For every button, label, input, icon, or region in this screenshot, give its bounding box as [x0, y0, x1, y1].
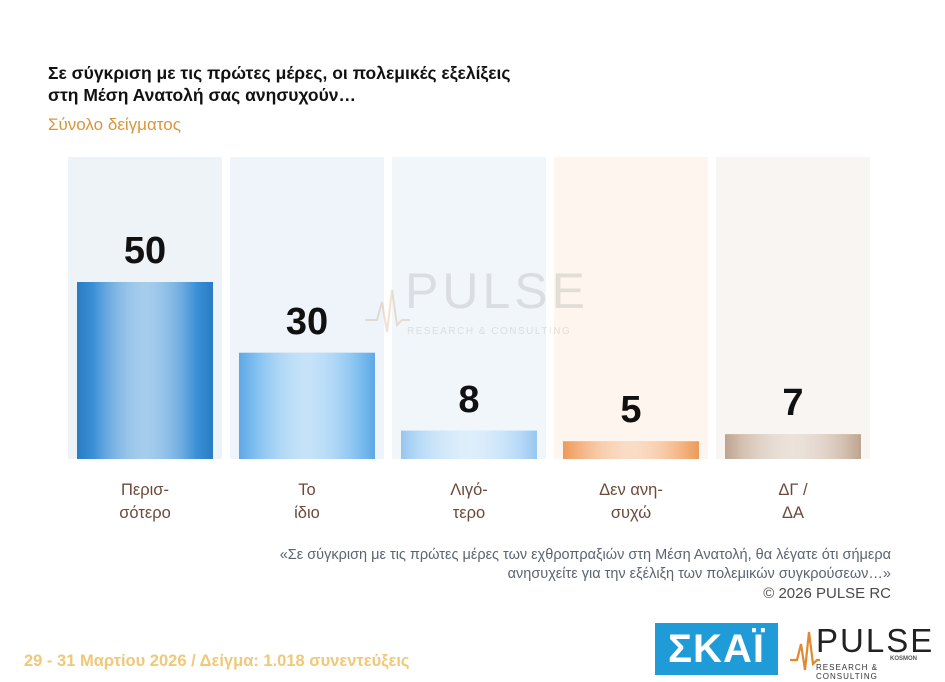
- bar-track-4: [554, 157, 708, 459]
- pulse-logo-tag: KOSMON: [890, 656, 917, 662]
- bar-value-label: 5: [620, 389, 642, 432]
- copyright: © 2026 PULSE RC: [763, 585, 891, 602]
- bar-4: [563, 441, 699, 459]
- pulse-logo-text: PULSE: [816, 622, 935, 659]
- category-label-line1: Το: [298, 481, 316, 499]
- chart-title-line2: στη Μέση Ανατολή σας ανησυχούν…: [48, 85, 357, 105]
- category-label: Το ίδιο: [237, 479, 377, 525]
- bar-value-label: 30: [285, 300, 329, 343]
- pulse-logo-subtext: RESEARCH & CONSULTING: [816, 663, 879, 681]
- category-label: ΔΓ / ΔΑ: [723, 479, 863, 525]
- bar-2: [239, 352, 375, 459]
- pulse-logo-wave-icon: [790, 631, 820, 671]
- bar-value-label: 7: [782, 382, 804, 425]
- bar-1: [77, 282, 213, 459]
- category-label-line1: Δεν ανη-: [599, 481, 663, 499]
- pulse-logo: PULSE KOSMON RESEARCH & CONSULTING: [790, 622, 932, 681]
- chart-subtitle: Σύνολο δείγματος: [48, 115, 181, 134]
- bar-value-label: 50: [123, 230, 167, 272]
- question-line1: «Σε σύγκριση με τις πρώτες μέρες των εχθ…: [279, 547, 891, 563]
- category-label-line2: συχώ: [610, 504, 652, 522]
- category-label: Περισ-σότερο: [75, 479, 215, 525]
- bar-chart: [68, 157, 870, 459]
- bar-3: [401, 430, 537, 459]
- question-note: «Σε σύγκριση με τις πρώτες μέρες των εχθ…: [171, 546, 891, 584]
- category-label-line2: τερο: [452, 504, 486, 522]
- chart-title: Σε σύγκριση με τις πρώτες μέρες, οι πολε…: [48, 62, 608, 106]
- category-label-line2: σότερο: [119, 504, 171, 522]
- category-label-line1: Περισ-: [120, 481, 169, 499]
- category-label-line1: ΔΓ /: [778, 481, 808, 499]
- footer-sample-info: 29 - 31 Μαρτίου 2026 / Δείγμα: 1.018 συν…: [24, 652, 410, 670]
- category-label: Δεν ανη-συχώ: [561, 479, 701, 525]
- bar-5: [725, 434, 861, 459]
- category-label-line2: ΔΑ: [781, 504, 805, 522]
- category-label-line1: Λιγό-: [450, 481, 488, 499]
- bar-value-label: 8: [458, 378, 480, 421]
- bar-track-5: [716, 157, 870, 459]
- bar-track-3: [392, 157, 546, 459]
- question-line2: ανησυχείτε για την εξέλιξη των πολεμικών…: [507, 566, 891, 582]
- category-label-line2: ίδιο: [294, 504, 320, 522]
- chart-title-line1: Σε σύγκριση με τις πρώτες μέρες, οι πολε…: [48, 63, 511, 83]
- category-label: Λιγό-τερο: [399, 479, 539, 525]
- skai-logo: ΣΚΑΪ: [655, 623, 778, 675]
